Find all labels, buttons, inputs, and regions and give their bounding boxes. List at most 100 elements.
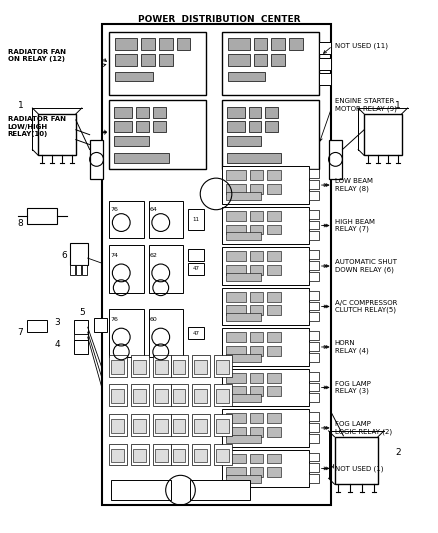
Bar [309,474,319,483]
Bar [289,38,303,50]
Bar [74,340,88,354]
Bar [250,292,263,302]
Text: HORN
RELAY (4): HORN RELAY (4) [335,340,368,354]
Bar [149,201,184,238]
Bar [173,419,185,433]
Bar [38,114,76,156]
Bar [309,231,319,240]
Bar [155,449,168,463]
Bar [249,107,261,118]
Bar [110,355,127,377]
Text: 47: 47 [193,330,200,336]
Bar [111,449,124,463]
Bar [192,444,210,465]
Bar [111,390,124,403]
Bar [250,211,263,221]
Text: 1: 1 [18,101,23,110]
Bar [222,328,309,366]
Bar [171,384,188,406]
Bar [267,413,281,423]
Bar [110,245,144,293]
Bar [188,263,204,275]
Text: 3: 3 [54,318,60,327]
Bar [226,454,246,464]
Bar [267,292,281,302]
Text: 8: 8 [18,219,23,228]
Bar [216,360,229,374]
Bar [222,409,309,447]
Bar [250,373,263,383]
Bar [222,288,309,325]
Text: A/C COMPRESSOR
CLUTCH RELAY(5): A/C COMPRESSOR CLUTCH RELAY(5) [335,300,397,313]
Bar [250,305,263,316]
Bar [133,360,146,374]
Bar [222,32,319,95]
Bar [250,454,263,464]
Bar [173,390,185,403]
Bar [133,419,146,433]
Bar [249,121,261,132]
Bar [267,332,281,342]
Bar [114,107,132,118]
Text: 11: 11 [193,217,200,222]
Bar [192,384,210,406]
Bar [250,332,263,342]
Bar [271,38,285,50]
Bar [141,54,155,66]
Bar [216,449,229,463]
Text: 7: 7 [18,328,23,337]
Bar [226,305,246,316]
Bar [309,191,319,200]
Bar [254,38,267,50]
Text: 1: 1 [395,101,401,110]
Bar [267,170,281,180]
Text: 5: 5 [79,308,85,317]
Bar [194,419,207,433]
Bar [188,327,204,339]
Bar [250,224,263,235]
Bar [222,247,309,285]
Bar [141,38,155,50]
Bar [111,480,171,500]
Bar [102,24,331,505]
Bar [111,360,124,374]
Bar [115,54,137,66]
Bar [222,100,319,169]
Bar [265,121,278,132]
Text: 74: 74 [110,253,118,257]
Bar [226,467,246,477]
Text: LOW BEAM
RELAY (8): LOW BEAM RELAY (8) [335,179,372,192]
Bar [309,290,319,300]
Bar [226,211,246,221]
Bar [149,245,184,293]
Bar [110,384,127,406]
Bar [309,434,319,443]
Bar [133,449,146,463]
Bar [192,414,210,436]
Bar [267,467,281,477]
Bar [227,136,261,146]
Bar [227,107,245,118]
Bar [82,265,87,275]
Bar [90,140,103,179]
Bar [226,435,261,443]
Bar [309,180,319,189]
Bar [309,169,319,178]
Bar [226,313,261,321]
Bar [76,265,81,275]
Bar [214,414,232,436]
Bar [226,427,246,437]
Text: HIGH BEAM
RELAY (7): HIGH BEAM RELAY (7) [335,219,374,232]
Bar [227,121,245,132]
Bar [216,390,229,403]
Bar [28,208,57,223]
Bar [267,224,281,235]
Text: 4: 4 [54,340,60,349]
Bar [153,414,171,436]
Bar [74,334,88,340]
Bar [267,373,281,383]
Bar [226,386,246,397]
Bar [74,320,88,334]
Bar [153,355,171,377]
Bar [250,184,263,194]
